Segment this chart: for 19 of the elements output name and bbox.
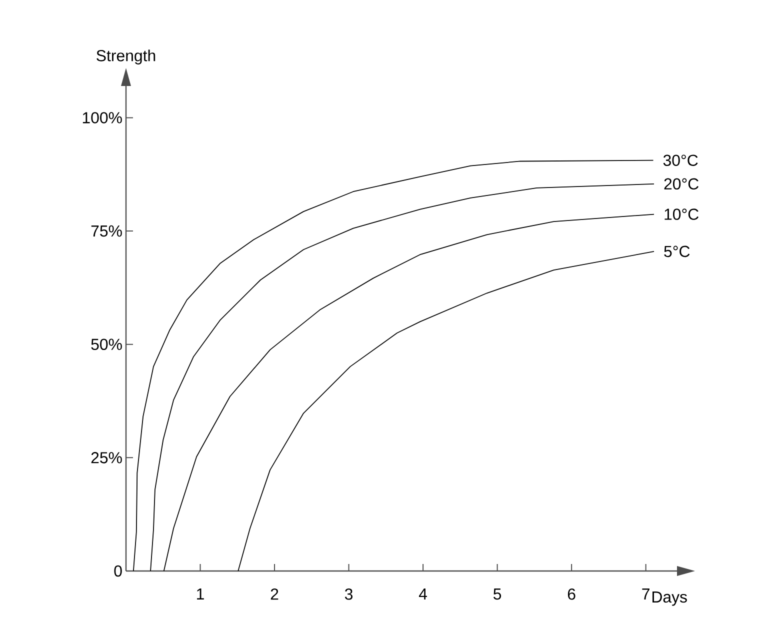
y-tick-label: 50% <box>91 338 122 350</box>
y-tick-label: 100% <box>82 112 122 124</box>
series-label: 5°C <box>664 246 690 258</box>
line-series <box>238 250 654 572</box>
x-tick-label: 1 <box>197 588 204 600</box>
x-tick-label: 7 <box>642 588 650 600</box>
x-tick-label: 2 <box>270 588 278 600</box>
x-tick-label: 3 <box>344 588 353 600</box>
x-tick-label: 4 <box>418 588 427 600</box>
y-tick-label: 75% <box>91 225 122 237</box>
y-tick-label: 0 <box>114 565 122 577</box>
x-tick-label: 5 <box>494 588 502 600</box>
x-tick-label: 6 <box>568 588 576 600</box>
series-label: 10°C <box>664 208 699 220</box>
series-label: 30°C <box>663 154 698 166</box>
series-label: 20°C <box>664 178 699 190</box>
x-axis-title: Days <box>652 592 687 606</box>
y-axis-title: Strength <box>96 50 156 64</box>
y-tick-label: 25% <box>91 452 122 464</box>
